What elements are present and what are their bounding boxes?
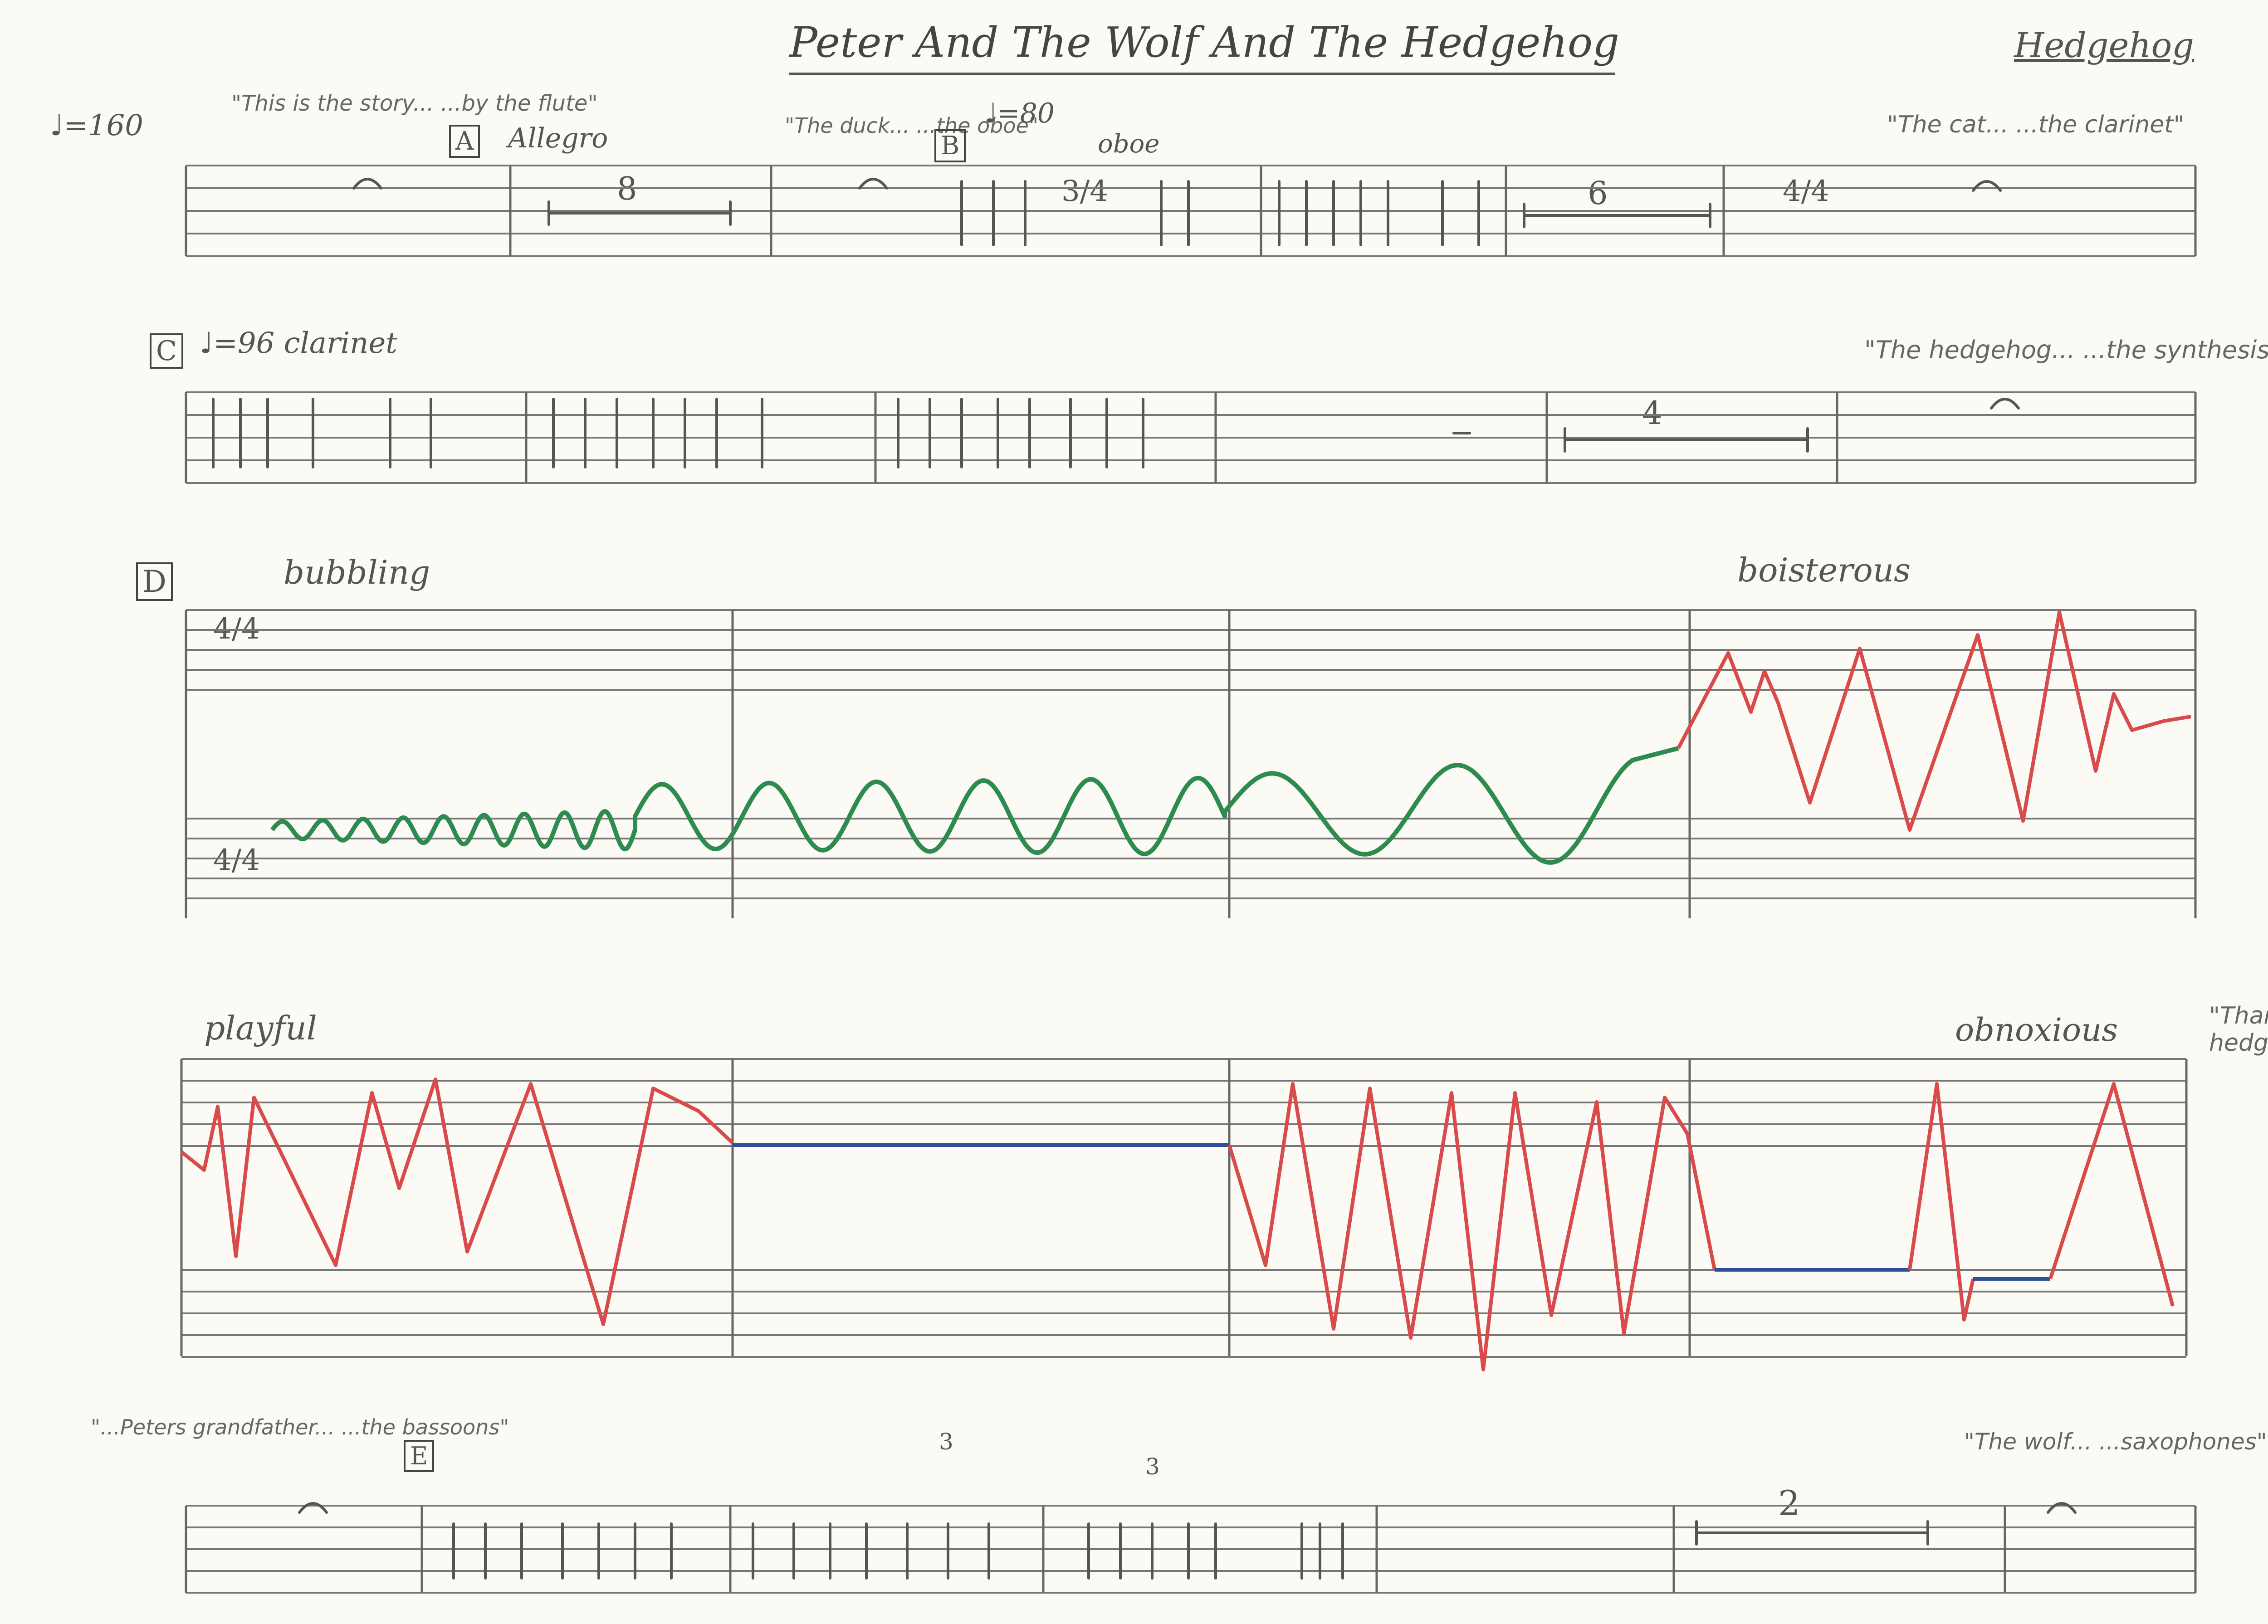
- rehearsal-mark-d: D: [136, 562, 173, 601]
- page-title: Peter And The Wolf And The Hedgehog: [789, 18, 1619, 67]
- obnoxious-spike-b: [2048, 1082, 2175, 1307]
- quote-grandfather: "...Peters grandfather... ...the bassoon…: [91, 1415, 509, 1439]
- obnoxious-wave-a: [1227, 1082, 1716, 1371]
- quote-wolf: "The wolf... ...saxophones": [1964, 1429, 2267, 1455]
- fermata: [2047, 1502, 2077, 1514]
- rehearsal-mark-c: C: [150, 333, 183, 369]
- mood-obnoxious: obnoxious: [1955, 1011, 2118, 1049]
- fermata: [1972, 180, 2002, 192]
- boisterous-wave: [1677, 610, 2191, 832]
- title-underline: [789, 73, 1615, 75]
- rehearsal-mark-e: E: [404, 1440, 435, 1472]
- time-signature-3-4: 3/4: [1061, 175, 1108, 208]
- bubbling-wave: [270, 746, 1679, 865]
- quote-thank-you: "Thank you hedgehog...": [2209, 1002, 2268, 1057]
- tempo-marking: ♩=160: [50, 109, 143, 142]
- instrument-oboe: oboe: [1098, 129, 1160, 159]
- quote-hedgehog: "The hedgehog... ...the synthesiser": [1864, 336, 2268, 364]
- time-signature-4-4: 4/4: [1783, 175, 1829, 208]
- fermata: [858, 178, 888, 190]
- rehearsal-mark-b: B: [934, 129, 966, 162]
- time-signature-lower: 4/4: [213, 844, 260, 877]
- corner-label: Hedgehog: [2014, 25, 2194, 65]
- mood-bubbling: bubbling: [284, 553, 430, 591]
- rehearsal-mark-a: A: [449, 125, 480, 158]
- fermata: [298, 1502, 328, 1514]
- multirest-count-6: 6: [1588, 175, 1608, 212]
- obnoxious-spike-a: [1908, 1082, 1975, 1322]
- quote-flute: "This is the story... ...by the flute": [231, 91, 598, 116]
- multirest-count-2: 2: [1778, 1483, 1800, 1523]
- mood-boisterous: boisterous: [1737, 551, 1911, 589]
- tuplet-3-b: 3: [1145, 1453, 1160, 1480]
- tempo-clarinet: ♩=96 clarinet: [200, 327, 397, 360]
- quote-duck: "The duck... ...the oboe": [785, 113, 1039, 138]
- playful-wave: [180, 1078, 734, 1326]
- quote-cat: "The cat... ...the clarinet": [1887, 111, 2185, 138]
- fermata: [1990, 398, 2020, 410]
- tempo-text-allegro: Allegro: [508, 122, 608, 154]
- tuplet-3-a: 3: [939, 1429, 953, 1455]
- mood-playful: playful: [204, 1009, 317, 1047]
- multirest-count-4: 4: [1642, 395, 1662, 432]
- fermata: [352, 178, 382, 190]
- tempo-b: ♩=80: [984, 98, 1055, 129]
